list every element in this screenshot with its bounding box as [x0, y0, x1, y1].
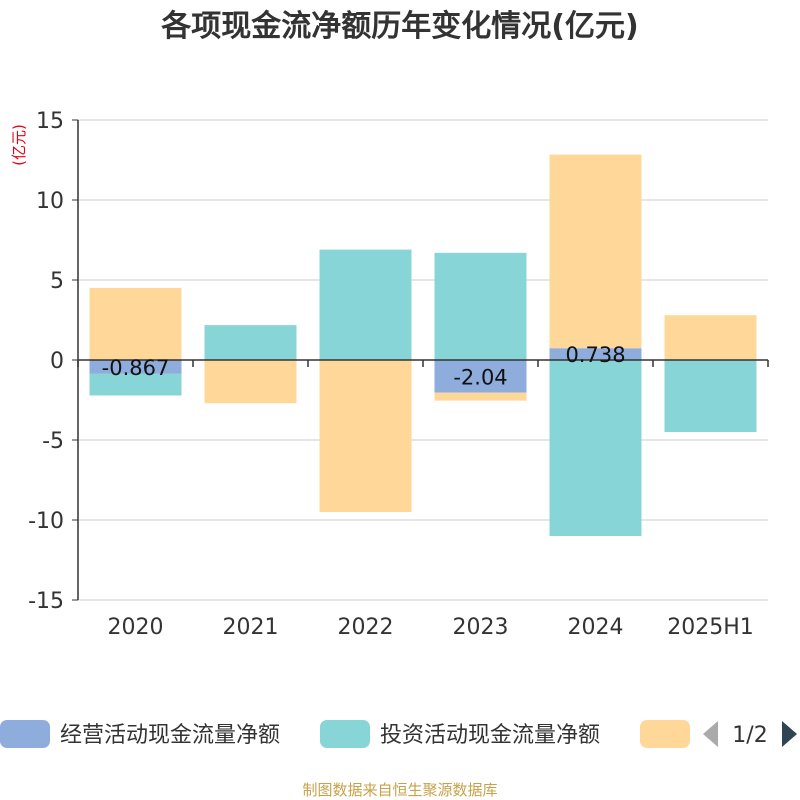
x-tick-label: 2024: [568, 615, 624, 640]
data-labels: -0.867 -2.04 0.738: [102, 343, 626, 389]
legend-page-indicator: 1/2: [732, 723, 767, 748]
axes: 15 10 5 0 -5 -10 -15 2020 2021 2022 2023 2024 2025H1: [28, 109, 769, 640]
y-tick-label: -10: [28, 509, 64, 534]
legend[interactable]: 经营活动现金流量净额 投资活动现金流量净额 1/2: [0, 720, 797, 748]
bar-segment-series2: [549, 154, 642, 349]
bar-segment-series0: [434, 360, 527, 393]
legend-swatch: [640, 720, 690, 748]
bar-segment-series2: [89, 288, 182, 360]
x-tick-label: 2023: [453, 615, 509, 640]
y-tick-label: -5: [42, 429, 64, 454]
legend-swatch: [320, 720, 370, 748]
bar-segment-series1: [664, 360, 757, 432]
legend-item[interactable]: [640, 720, 690, 748]
bars: [89, 154, 757, 536]
bar-segment-series1: [549, 360, 642, 536]
bar-segment-series2: [664, 315, 757, 360]
bar-segment-series1: [434, 252, 527, 360]
data-label: 0.738: [565, 343, 625, 367]
legend-next-page-icon[interactable]: [782, 721, 797, 747]
legend-prev-page-icon[interactable]: [703, 721, 718, 747]
y-tick-label: -15: [28, 589, 64, 614]
data-label: -0.867: [102, 356, 170, 380]
bar-segment-series0: [549, 348, 642, 360]
bar-segment-series2: [204, 360, 297, 404]
bar-segment-series1: [204, 325, 297, 360]
y-tick-label: 5: [50, 269, 64, 294]
y-unit-label: (亿元): [10, 124, 28, 166]
legend-label: 经营活动现金流量净额: [60, 723, 280, 748]
bar-segment-series0: [89, 360, 182, 374]
x-tick-label: 2020: [108, 615, 164, 640]
legend-swatch: [0, 720, 50, 748]
y-tick-label: 0: [50, 349, 64, 374]
legend-item[interactable]: 经营活动现金流量净额: [0, 720, 280, 748]
data-label: -2.04: [453, 365, 507, 389]
y-tick-label: 15: [36, 109, 64, 134]
y-tick-label: 10: [36, 189, 64, 214]
x-tick-label: 2022: [338, 615, 394, 640]
x-tick-label: 2021: [223, 615, 279, 640]
bar-segment-series1: [319, 249, 412, 360]
legend-item[interactable]: 投资活动现金流量净额: [320, 720, 600, 748]
bar-segment-series2: [319, 360, 412, 512]
source-note: 制图数据来自恒生聚源数据库: [302, 781, 497, 799]
bar-segment-series2: [434, 392, 527, 401]
x-tick-label: 2025H1: [667, 615, 754, 640]
legend-label: 投资活动现金流量净额: [380, 723, 600, 748]
bar-segment-series1: [89, 373, 182, 396]
chart-title: 各项现金流净额历年变化情况(亿元): [160, 9, 638, 44]
